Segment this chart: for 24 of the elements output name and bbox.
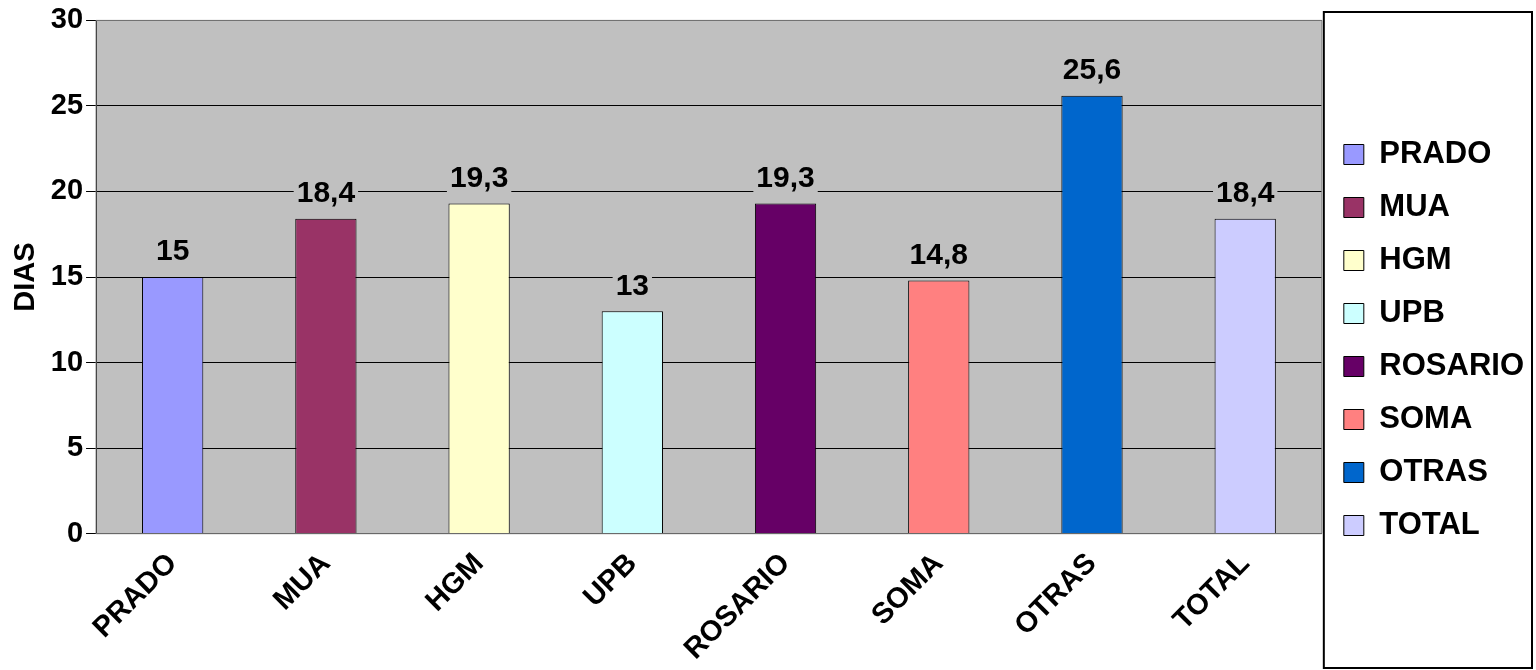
legend-label: SOMA <box>1379 400 1473 436</box>
y-tick-label: 5 <box>66 430 84 463</box>
data-label: 14,8 <box>909 236 968 270</box>
y-tick-label: 20 <box>50 173 84 206</box>
y-tick-label: 30 <box>50 2 84 35</box>
data-label: 19,3 <box>756 159 815 193</box>
legend-label: TOTAL <box>1379 506 1480 542</box>
data-label: 15 <box>155 233 190 267</box>
legend-label: OTRAS <box>1379 453 1488 489</box>
y-axis-title: DIAS <box>8 242 41 312</box>
y-tick-label: 15 <box>50 259 84 292</box>
legend-label: MUA <box>1379 188 1450 224</box>
legend-label: ROSARIO <box>1379 347 1525 383</box>
data-label: 25,6 <box>1062 51 1122 85</box>
legend-label: UPB <box>1379 294 1445 330</box>
data-label: 13 <box>615 267 650 301</box>
legend-label: PRADO <box>1379 135 1492 171</box>
legend-label: HGM <box>1379 241 1452 277</box>
data-label: 19,3 <box>449 159 509 193</box>
data-label: 18,4 <box>296 175 356 209</box>
y-tick-label: 25 <box>50 87 84 120</box>
data-label: 18,4 <box>1216 175 1275 209</box>
y-tick-label: 10 <box>50 344 84 377</box>
y-tick-label: 0 <box>66 515 84 548</box>
